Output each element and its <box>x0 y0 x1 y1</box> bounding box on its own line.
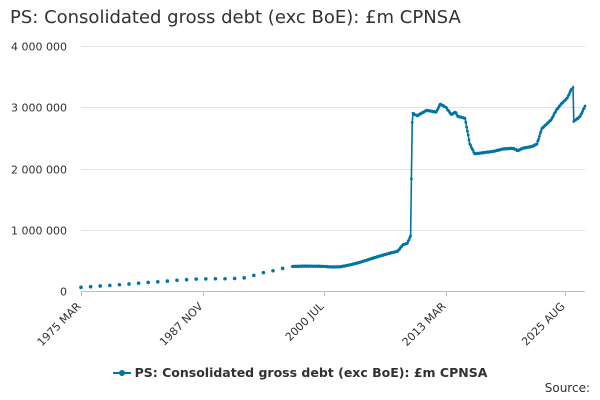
data-point <box>98 284 102 288</box>
legend-label: PS: Consolidated gross debt (exc BoE): £… <box>134 365 488 380</box>
data-point <box>280 266 285 271</box>
data-point <box>566 96 569 100</box>
x-tick-label: 2025 AUG <box>519 300 568 349</box>
data-point <box>581 109 584 113</box>
x-axis-ticks: 1975 MAR 1987 NOV 2000 JUL 2013 MAR 2025 AUG <box>35 291 568 349</box>
x-tick-label: 1987 NOV <box>157 300 206 349</box>
data-point <box>537 137 540 141</box>
legend[interactable]: PS: Consolidated gross debt (exc BoE): £… <box>0 365 600 380</box>
data-point <box>567 93 571 97</box>
data-point <box>88 284 93 289</box>
data-point <box>242 276 246 280</box>
data-point <box>406 241 409 245</box>
data-point <box>466 133 470 137</box>
data-point <box>465 125 468 129</box>
data-point <box>136 281 141 285</box>
data-point <box>175 278 179 283</box>
y-tick-label: 2 000 000 <box>11 164 67 177</box>
data-point <box>223 276 227 281</box>
data-point <box>407 238 411 242</box>
legend-swatch-icon <box>112 369 131 376</box>
y-tick-label: 4 000 000 <box>11 41 67 54</box>
data-point <box>79 285 83 290</box>
data-point <box>469 143 472 147</box>
data-point <box>538 134 541 138</box>
series-debt <box>79 84 587 290</box>
x-tick-label: 1975 MAR <box>35 300 84 349</box>
data-point <box>409 234 412 238</box>
y-tick-label: 0 <box>60 286 67 299</box>
data-point <box>184 277 189 282</box>
data-point <box>463 116 467 120</box>
data-point <box>261 270 266 275</box>
data-point <box>194 277 198 281</box>
data-point <box>539 130 543 133</box>
x-tick-label: 2000 JUL <box>283 299 327 343</box>
data-point <box>127 282 131 286</box>
data-point <box>466 129 469 133</box>
series-line <box>291 84 586 269</box>
data-point <box>410 121 414 124</box>
data-point <box>454 111 458 115</box>
data-point <box>271 268 275 273</box>
data-point <box>108 283 112 288</box>
source-label: Source: <box>544 381 590 395</box>
data-point <box>165 279 170 283</box>
gridlines <box>81 46 585 231</box>
y-tick-label: 3 000 000 <box>11 102 67 115</box>
data-point <box>571 86 575 90</box>
data-point <box>204 277 208 281</box>
data-point <box>252 273 256 278</box>
data-point <box>117 282 122 287</box>
data-point <box>146 280 150 285</box>
data-point <box>464 120 468 124</box>
data-point <box>583 104 587 108</box>
data-point <box>471 148 475 152</box>
data-point <box>213 276 218 281</box>
data-point <box>156 280 160 284</box>
x-tick-label: 2013 MAR <box>400 300 449 349</box>
data-point <box>467 138 471 142</box>
data-point <box>535 142 539 146</box>
data-point <box>578 115 582 118</box>
y-tick-label: 1 000 000 <box>11 225 67 238</box>
y-axis-ticks: 0 1 000 000 2 000 000 3 000 000 4 000 000 <box>11 41 67 299</box>
data-point <box>410 177 413 181</box>
chart-title: PS: Consolidated gross debt (exc BoE): £… <box>10 7 461 28</box>
data-point <box>232 276 237 281</box>
